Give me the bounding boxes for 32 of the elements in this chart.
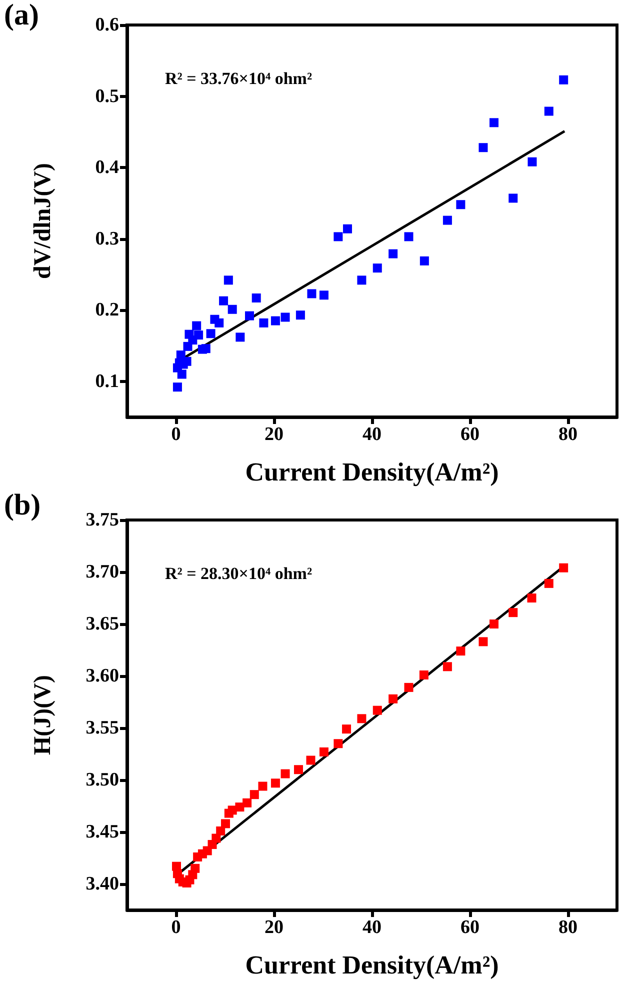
y-tick-label: 3.50	[86, 770, 119, 790]
y-tick-label: 0.3	[95, 228, 119, 250]
x-tick-label: 40	[362, 424, 382, 445]
y-tick-label: 0.6	[95, 14, 119, 36]
y-tick-label: 0.5	[95, 86, 119, 107]
x-tick-label: 20	[264, 424, 284, 445]
x-tick-label: 80	[558, 424, 578, 445]
x-tick-label: 80	[558, 917, 578, 938]
annotation: R² = 33.76×10⁴ ohm²	[165, 69, 312, 88]
x-tick-label: 60	[460, 424, 480, 445]
x-tick-label: 0	[171, 424, 181, 445]
x-tick-label: 20	[264, 917, 284, 938]
x-tick-label: 0	[171, 917, 181, 938]
y-tick-label: 3.75	[86, 510, 119, 530]
y-tick-label: 3.65	[86, 614, 119, 634]
y-tick-label: 0.1	[95, 370, 119, 392]
y-tick-label: 3.60	[86, 666, 119, 686]
y-tick-label: 3.55	[86, 718, 119, 738]
y-tick-label: 0.4	[95, 157, 120, 178]
y-tick-label: 3.45	[86, 822, 119, 842]
x-tick-label: 40	[362, 917, 382, 938]
y-axis-title: H(J)(V)	[30, 675, 56, 755]
chart-title: (b)	[4, 488, 41, 522]
y-tick-label: 3.40	[86, 874, 119, 894]
y-axis-title: dV/dlnJ(V)	[30, 162, 56, 280]
y-tick-label: 3.70	[86, 562, 119, 582]
y-tick-label: 0.2	[95, 300, 119, 321]
chart-title: (a)	[4, 0, 39, 32]
x-tick-label: 60	[460, 917, 480, 938]
annotation: R² = 28.30×10⁴ ohm²	[165, 564, 312, 583]
x-axis-title: Current Density(A/m²)	[245, 950, 499, 980]
x-axis-title: Current Density(A/m²)	[245, 458, 499, 486]
